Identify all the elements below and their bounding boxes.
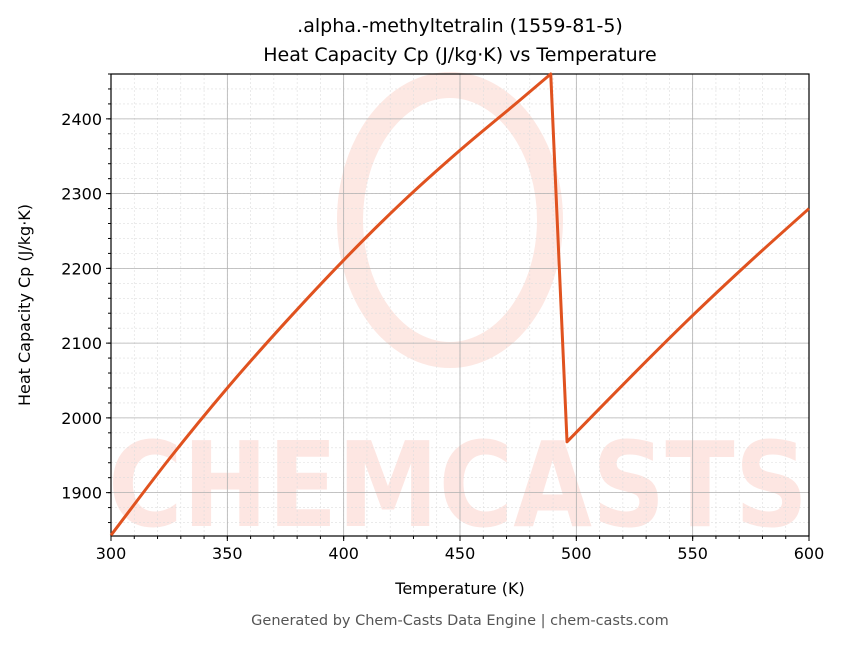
footer-credit: Generated by Chem-Casts Data Engine | ch… — [251, 613, 669, 629]
x-tick-label: 400 — [328, 544, 359, 563]
x-tick-label: 350 — [212, 544, 243, 563]
x-tick-label: 450 — [445, 544, 476, 563]
y-tick-label: 2400 — [61, 110, 102, 129]
x-tick-label: 500 — [561, 544, 592, 563]
chart-title-line1: .alpha.-methyltetralin (1559-81-5) — [297, 15, 623, 37]
y-tick-label: 2300 — [61, 185, 102, 204]
y-tick-label: 2100 — [61, 334, 102, 353]
watermark-logo: CHEMCASTS — [108, 72, 808, 554]
y-axis-label: Heat Capacity Cp (J/kg·K) — [15, 204, 34, 406]
series-line — [109, 72, 811, 537]
y-tick-label: 1900 — [61, 484, 102, 503]
x-tick-label: 600 — [794, 544, 825, 563]
chart-title-line2: Heat Capacity Cp (J/kg·K) vs Temperature — [263, 44, 657, 66]
watermark-text: CHEMCASTS — [108, 416, 808, 554]
x-tick-label: 550 — [677, 544, 708, 563]
x-tick-label: 300 — [96, 544, 127, 563]
x-axis-label: Temperature (K) — [394, 579, 524, 598]
y-tick-label: 2200 — [61, 259, 102, 278]
y-tick-label: 2000 — [61, 409, 102, 428]
